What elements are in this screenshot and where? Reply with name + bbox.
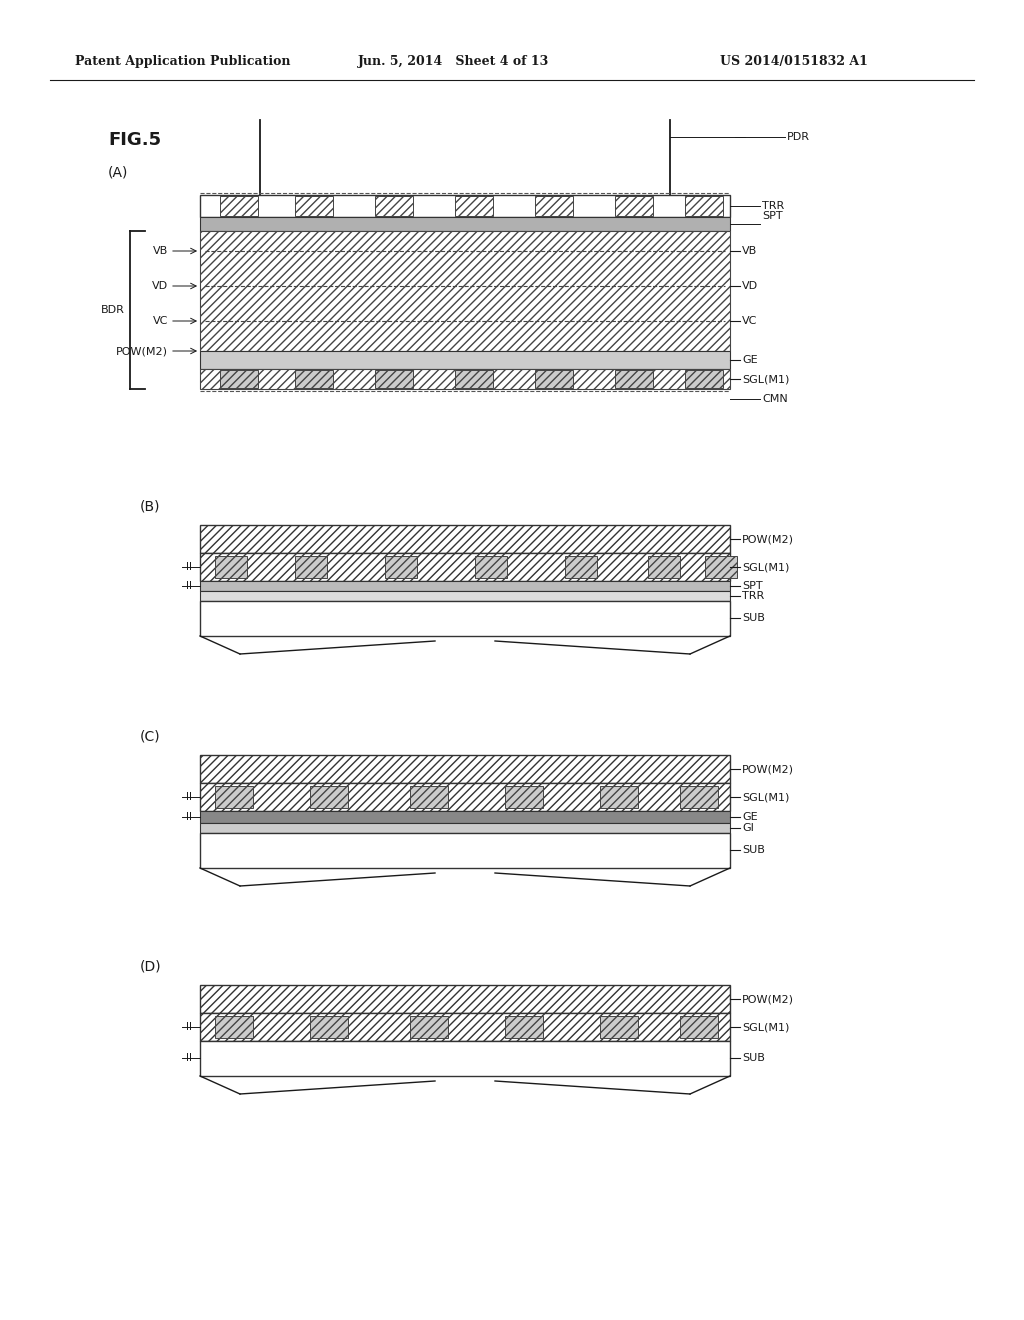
Bar [200,985,730,1012]
Text: POW(M2): POW(M2) [116,346,168,356]
Text: SPT: SPT [762,211,782,220]
Bar [685,370,723,388]
Text: GE: GE [742,355,758,366]
Bar [295,195,333,216]
Text: Jun. 5, 2014   Sheet 4 of 13: Jun. 5, 2014 Sheet 4 of 13 [358,55,549,69]
Text: II: II [186,792,193,803]
Text: TRR: TRR [762,201,784,211]
Bar [200,216,730,231]
Text: VC: VC [153,315,168,326]
Bar [200,1012,730,1041]
Text: Patent Application Publication: Patent Application Publication [75,55,291,69]
Bar [475,556,507,578]
Bar [200,1041,730,1076]
Bar [680,785,718,808]
Bar [200,525,730,553]
Bar [535,370,573,388]
Bar [220,370,258,388]
Text: VD: VD [742,281,758,290]
Bar [200,553,730,581]
Text: VC: VC [742,315,758,326]
Bar [648,556,680,578]
Text: SPT: SPT [742,581,763,591]
Text: SGL(M1): SGL(M1) [742,374,790,384]
Bar [385,556,417,578]
Bar [200,231,730,351]
Text: SGL(M1): SGL(M1) [742,792,790,803]
Text: VD: VD [152,281,168,290]
Bar [455,195,493,216]
Bar [680,1016,718,1038]
Text: POW(M2): POW(M2) [742,764,794,774]
Bar [295,370,333,388]
Text: VB: VB [742,246,758,256]
Bar [295,556,327,578]
Bar [200,581,730,591]
Bar [505,785,543,808]
Text: (C): (C) [140,730,161,744]
Text: (D): (D) [140,960,162,974]
Bar [200,755,730,783]
Bar [200,833,730,869]
Bar [200,783,730,810]
Bar [615,195,653,216]
Bar [220,195,258,216]
Text: POW(M2): POW(M2) [742,535,794,544]
Text: (A): (A) [108,165,128,180]
Text: BDR: BDR [101,305,125,315]
Text: CMN: CMN [762,393,787,404]
Bar [200,601,730,636]
Bar [565,556,597,578]
Text: SUB: SUB [742,845,765,855]
Bar [410,1016,449,1038]
Text: POW(M2): POW(M2) [742,994,794,1005]
Bar [200,822,730,833]
Text: II: II [186,581,193,591]
Text: GE: GE [742,812,758,822]
Text: II: II [186,1053,193,1063]
Bar [505,1016,543,1038]
Bar [215,785,253,808]
Bar [200,195,730,216]
Text: II: II [186,1022,193,1032]
Bar [200,591,730,601]
Text: II: II [186,812,193,822]
Text: SUB: SUB [742,612,765,623]
Bar [600,1016,638,1038]
Text: TRR: TRR [742,591,764,601]
Bar [375,195,413,216]
Bar [215,1016,253,1038]
Bar [200,370,730,389]
Text: II: II [186,562,193,572]
Text: SUB: SUB [742,1053,765,1063]
Bar [455,370,493,388]
Text: GI: GI [742,822,754,833]
Text: (B): (B) [140,500,161,513]
Bar [600,785,638,808]
Bar [200,810,730,822]
Text: US 2014/0151832 A1: US 2014/0151832 A1 [720,55,868,69]
Text: FIG.5: FIG.5 [108,131,161,149]
Bar [705,556,737,578]
Bar [375,370,413,388]
Bar [200,351,730,370]
Bar [615,370,653,388]
Text: SGL(M1): SGL(M1) [742,562,790,572]
Text: SGL(M1): SGL(M1) [742,1022,790,1032]
Bar [310,785,348,808]
Bar [310,1016,348,1038]
Bar [535,195,573,216]
Bar [410,785,449,808]
Bar [685,195,723,216]
Bar [215,556,247,578]
Text: PDR: PDR [787,132,810,143]
Text: VB: VB [153,246,168,256]
